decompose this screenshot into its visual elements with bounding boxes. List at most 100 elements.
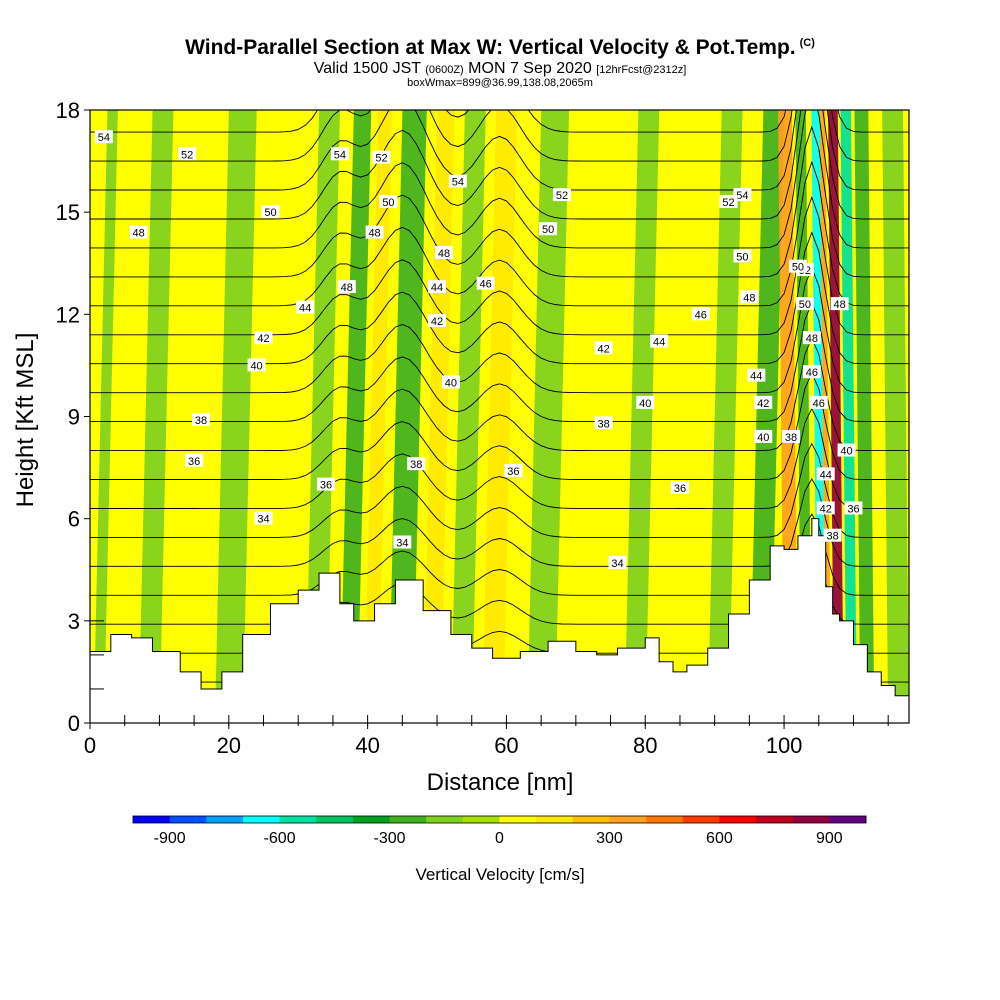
contour-label-bg-26 [740, 290, 759, 304]
contour-label-20: 42 [594, 341, 613, 355]
contour-label-text-43: 50 [792, 262, 804, 274]
contour-label-bg-17 [254, 331, 273, 345]
colorbar-swatch-17 [756, 816, 794, 823]
velocity-band-5 [305, 110, 340, 723]
contour-label-bg-3 [129, 225, 148, 239]
y-tick-label-18: 18 [56, 98, 80, 123]
contour-label-text-45: 48 [806, 333, 818, 345]
contour-label-text-23: 54 [736, 190, 748, 202]
contour-label-text-7: 48 [368, 228, 380, 240]
contour-label-bg-12 [337, 280, 356, 294]
contour-label-bg-41 [782, 429, 801, 443]
contour-label-41: 38 [782, 429, 801, 444]
theta-contour-51 [90, 110, 909, 133]
contour-label-text-46: 46 [806, 367, 818, 379]
contour-label-bg-34 [670, 481, 689, 495]
contour-label-bg-1 [178, 147, 197, 161]
colorbar-swatch-19 [829, 816, 867, 823]
contour-label-bg-27 [192, 412, 211, 426]
chart-subtitle: Valid 1500 JST (0600Z) MON 7 Sep 2020 [1… [313, 60, 687, 77]
contour-label-bg-53 [844, 501, 863, 515]
colorbar-swatch-2 [206, 816, 244, 823]
contour-label-bg-28 [185, 453, 204, 467]
theta-contour-44 [90, 196, 909, 336]
contour-label-bg-45 [802, 331, 821, 345]
contour-label-bg-52 [837, 443, 856, 457]
contour-label-13: 46 [476, 276, 495, 291]
contour-label-bg-10 [539, 222, 558, 236]
colorbar-swatch-14 [646, 816, 684, 823]
contour-label-50: 38 [823, 528, 842, 543]
colorbar-swatch-13 [609, 816, 647, 823]
contour-label-bg-19 [441, 375, 460, 389]
contour-label-bg-0 [94, 130, 113, 144]
colorbar-tick-label--900: -900 [154, 830, 186, 847]
contour-label-text-20: 42 [597, 343, 609, 355]
contour-label-29: 36 [316, 477, 335, 492]
contour-label-bg-44 [795, 297, 814, 311]
contour-label-text-5: 52 [375, 153, 387, 165]
velocity-band-15 [666, 110, 701, 723]
velocity-band-12 [527, 110, 570, 723]
velocity-band-14 [624, 110, 660, 723]
velocity-band-24 [854, 110, 875, 723]
contour-label-21: 44 [650, 334, 669, 349]
contour-label-bg-2 [261, 205, 280, 219]
velocity-band-1 [138, 110, 174, 723]
contour-label-49: 42 [816, 501, 835, 515]
contour-label-text-49: 42 [820, 503, 832, 515]
contour-label-11: 48 [434, 246, 453, 260]
contour-label-bg-29 [316, 477, 335, 491]
contour-label-bg-5 [372, 150, 391, 164]
contour-label-text-38: 44 [750, 371, 762, 383]
contour-label-bg-39 [754, 395, 773, 409]
velocity-band-4 [270, 110, 306, 723]
chart-box-info: boxWmax=899@36.99,138.08,2065m [407, 77, 593, 89]
theta-contour-48 [90, 110, 909, 220]
contour-label-text-35: 34 [257, 514, 269, 526]
contour-label-14: 44 [428, 280, 447, 294]
contour-label-text-37: 34 [611, 558, 623, 570]
x-tick-label-60: 60 [494, 733, 518, 758]
colorbar-swatch-9 [462, 816, 500, 823]
contour-label-bg-40 [754, 429, 773, 443]
contour-label-bg-21 [650, 334, 669, 348]
contour-label-47: 46 [809, 395, 828, 410]
contour-label-25: 50 [733, 249, 752, 263]
contour-label-text-1: 52 [181, 149, 193, 161]
contour-label-text-27: 38 [195, 415, 207, 427]
contour-label-text-47: 46 [813, 398, 825, 410]
y-tick-label-3: 3 [68, 609, 80, 634]
colorbar-tick-label-600: 600 [706, 830, 733, 847]
theta-contour-46 [90, 125, 909, 278]
contour-label-bg-50 [823, 528, 842, 542]
contour-label-33: 40 [636, 395, 655, 410]
contour-label-bg-51 [830, 297, 849, 311]
colorbar-tick-label-900: 900 [816, 830, 843, 847]
y-axis-label: Height [Kft MSL] [12, 333, 39, 508]
contour-label-text-11: 48 [438, 248, 450, 260]
contour-label-30: 38 [407, 457, 426, 471]
colorbar-swatch-1 [169, 816, 207, 823]
colorbar-swatch-16 [719, 816, 757, 823]
contour-label-40: 40 [754, 429, 773, 444]
contour-label-18: 40 [247, 358, 266, 372]
theta-contour-43 [90, 231, 909, 365]
velocity-band-3 [214, 110, 257, 723]
contour-label-bg-7 [365, 225, 384, 239]
contour-label-text-34: 36 [674, 483, 686, 495]
contour-label-bg-46 [802, 365, 821, 379]
velocity-band-11 [482, 110, 517, 723]
velocity-band-10 [450, 110, 486, 723]
colorbar-swatch-4 [279, 816, 317, 823]
contour-label-19: 40 [441, 375, 460, 389]
contour-label-text-22: 46 [695, 309, 707, 321]
colorbar-swatch-3 [242, 816, 281, 823]
y-tick-label-12: 12 [56, 302, 80, 327]
contour-label-51: 48 [830, 297, 849, 311]
theta-contour-52 [90, 0, 909, 103]
velocity-band-25 [882, 110, 909, 723]
contour-label-bg-4 [330, 147, 349, 161]
theta-contour-45 [90, 160, 909, 307]
contour-label-text-39: 42 [757, 398, 769, 410]
